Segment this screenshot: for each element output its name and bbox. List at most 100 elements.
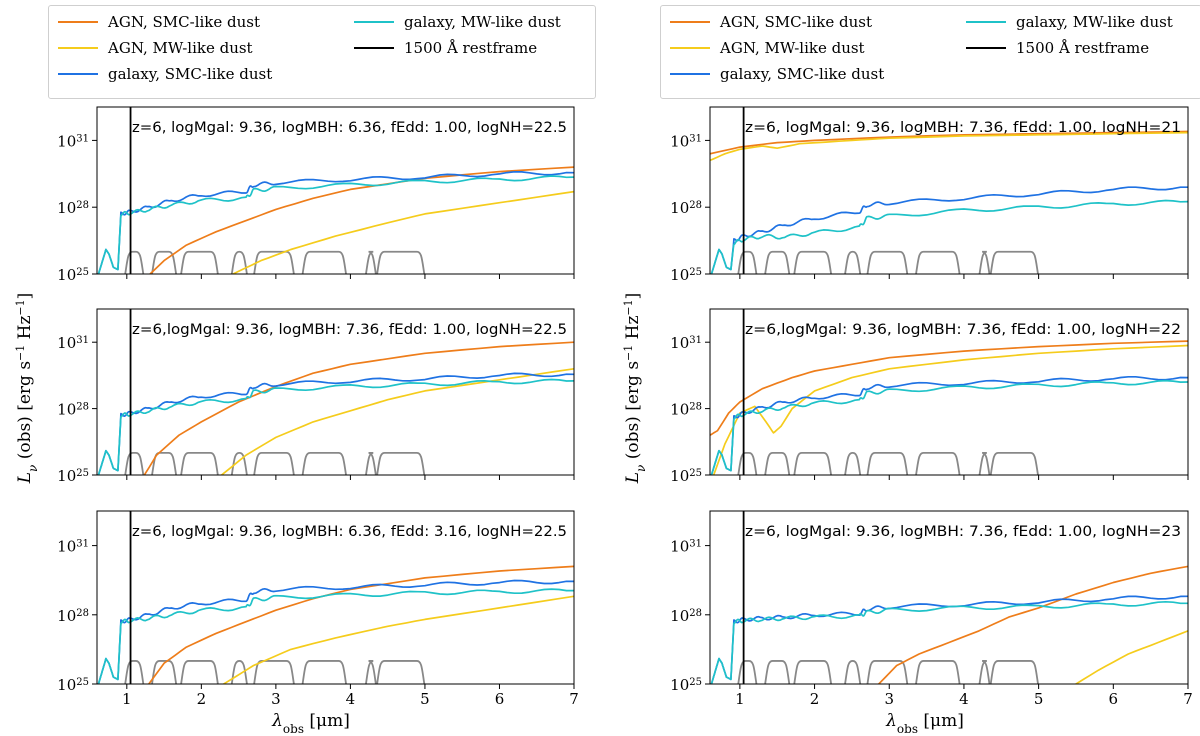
filter-band-3 [180, 660, 219, 684]
filter-band-4 [844, 451, 862, 475]
legend-label: 1500 Å restframe [1016, 39, 1150, 57]
filter-band-2 [764, 660, 791, 684]
axes-frame [709, 106, 1189, 275]
series-line-agn-mw-like-dust [220, 367, 574, 475]
filter-band-5 [253, 451, 295, 475]
x-tick-label: 3 [884, 690, 894, 708]
filter-band-8 [376, 451, 426, 475]
filter-band-1 [124, 451, 145, 475]
series-line-galaxy-smc-like-dust [710, 595, 1188, 684]
panel-4: 1025 1028 1031 z=6,logMgal: 9.36, logMBH: 7… [670, 308, 1189, 485]
legend-swatch [354, 21, 394, 23]
legend-swatch [354, 47, 394, 49]
xlabel-right: λobs [μm] [885, 711, 964, 736]
filter-band-8 [989, 250, 1039, 274]
y-tick-label: 1031 [670, 132, 702, 150]
series-line-agn-smc-like-dust [148, 166, 574, 274]
filter-band-7 [365, 451, 377, 475]
filter-band-4 [230, 660, 248, 684]
filter-band-8 [989, 451, 1039, 475]
y-tick-label: 1025 [57, 266, 89, 284]
filter-band-6 [915, 451, 961, 475]
y-tick-label: 1028 [57, 199, 89, 217]
filter-band-4 [230, 250, 248, 274]
panel-title: z=6,logMgal: 9.36, logMBH: 7.36, fEdd: 1… [745, 322, 1181, 338]
x-tick-label: 4 [346, 690, 356, 708]
x-tick-label: 5 [420, 690, 430, 708]
filter-band-8 [376, 250, 426, 274]
filter-band-7 [365, 250, 377, 274]
y-tick-label: 1025 [670, 266, 702, 284]
filter-band-1 [737, 451, 758, 475]
filter-band-1 [737, 660, 758, 684]
legend-label: AGN, MW-like dust [108, 39, 253, 57]
series-line-galaxy-mw-like-dust [97, 378, 574, 475]
panel-2: 1025 1028 1031 z=6, logMgal: 9.36, logMBH: … [670, 106, 1189, 284]
filter-band-3 [793, 250, 833, 274]
filter-band-4 [844, 250, 862, 274]
filter-band-4 [844, 660, 862, 684]
filter-band-8 [989, 660, 1039, 684]
legend-swatch [58, 21, 98, 23]
series-line-galaxy-smc-like-dust [97, 372, 574, 475]
axes-frame [96, 510, 575, 685]
y-tick-label: 1031 [57, 334, 89, 352]
filter-band-2 [151, 451, 178, 475]
legend-label: 1500 Å restframe [404, 39, 538, 57]
y-tick-label: 1031 [57, 132, 89, 150]
filter-band-1 [124, 250, 145, 274]
axes-frame [96, 308, 575, 476]
ylabel-left: Lν (obs) [erg s−1 Hz−1] [14, 293, 41, 485]
legend-swatch [58, 47, 98, 49]
y-tick-label: 1031 [57, 538, 89, 556]
series-line-galaxy-mw-like-dust [710, 379, 1188, 475]
x-tick-label: 6 [495, 690, 505, 708]
series-line-agn-smc-like-dust [143, 341, 574, 475]
x-tick-label: 2 [810, 690, 820, 708]
ylabel-right: Lν (obs) [erg s−1 Hz−1] [622, 293, 649, 485]
series-line-agn-smc-like-dust [877, 565, 1188, 684]
y-tick-label: 1025 [57, 676, 89, 694]
filter-band-1 [737, 250, 758, 274]
filter-band-6 [301, 660, 347, 684]
panel-title: z=6, logMgal: 9.36, logMBH: 7.36, fEdd: … [745, 120, 1181, 136]
filter-band-5 [866, 451, 909, 475]
filter-band-2 [151, 660, 178, 684]
xlabel-left: λobs [μm] [271, 711, 350, 736]
series-line-agn-mw-like-dust [222, 595, 574, 684]
y-tick-label: 1025 [670, 467, 702, 485]
filter-band-5 [866, 250, 909, 274]
panel-title: z=6, logMgal: 9.36, logMBH: 6.36, fEdd: … [132, 524, 567, 540]
legend-label: AGN, SMC-like dust [108, 13, 261, 31]
legend-swatch [966, 47, 1006, 49]
axes-frame [96, 106, 575, 275]
panel-title: z=6, logMgal: 9.36, logMBH: 7.36, fEdd: … [745, 524, 1181, 540]
legend-label: galaxy, SMC-like dust [720, 65, 885, 83]
series-line-agn-smc-like-dust [710, 130, 1188, 155]
filter-band-5 [866, 660, 909, 684]
x-tick-label: 6 [1109, 690, 1119, 708]
filter-band-7 [978, 660, 991, 684]
legend-label: galaxy, MW-like dust [1016, 13, 1173, 31]
legend-right [660, 5, 1200, 99]
series-line-galaxy-mw-like-dust [97, 175, 574, 274]
filter-band-2 [764, 250, 791, 274]
series-line-galaxy-smc-like-dust [97, 579, 574, 684]
panel-title: z=6,logMgal: 9.36, logMBH: 7.36, fEdd: 1… [132, 322, 567, 338]
legend-label: galaxy, MW-like dust [404, 13, 561, 31]
legend-swatch [670, 73, 710, 75]
filter-band-3 [180, 451, 219, 475]
y-tick-label: 1025 [670, 676, 702, 694]
panel-3: 1025 1028 1031 z=6,logMgal: 9.36, logMBH: 7… [57, 308, 575, 485]
legend-label: galaxy, SMC-like dust [108, 65, 273, 83]
y-tick-label: 1028 [670, 199, 702, 217]
series-line-agn-smc-like-dust [147, 565, 574, 684]
series-line-agn-mw-like-dust [231, 190, 574, 274]
panel-1: 1025 1028 1031 z=6, logMgal: 9.36, logMBH: … [57, 106, 575, 284]
series-line-galaxy-smc-like-dust [97, 170, 574, 274]
legend-label: AGN, MW-like dust [720, 39, 865, 57]
filter-band-5 [253, 660, 295, 684]
filter-band-6 [915, 660, 961, 684]
legend-swatch [670, 47, 710, 49]
